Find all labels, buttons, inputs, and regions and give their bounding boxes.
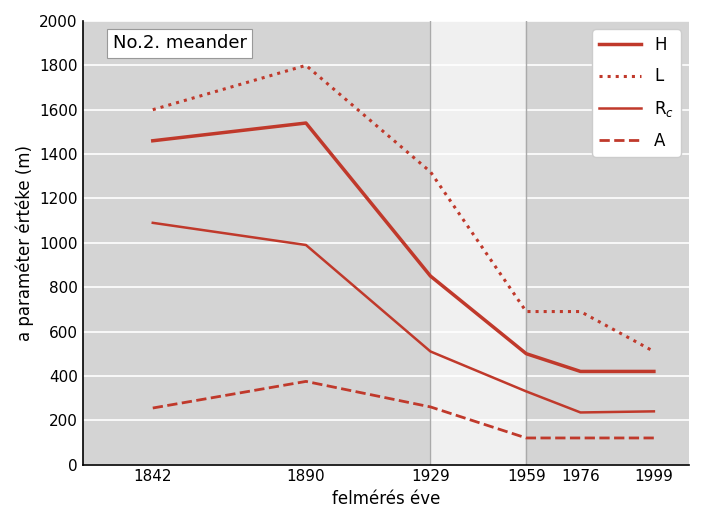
Text: No.2. meander: No.2. meander xyxy=(113,35,247,52)
Bar xyxy=(526,21,689,464)
X-axis label: felmérés éve: felmérés éve xyxy=(332,490,440,508)
Bar xyxy=(82,21,430,464)
Bar xyxy=(430,21,526,464)
Y-axis label: a paraméter értéke (m): a paraméter értéke (m) xyxy=(15,145,34,341)
Legend: H, L, R$_c$, A: H, L, R$_c$, A xyxy=(592,29,681,157)
